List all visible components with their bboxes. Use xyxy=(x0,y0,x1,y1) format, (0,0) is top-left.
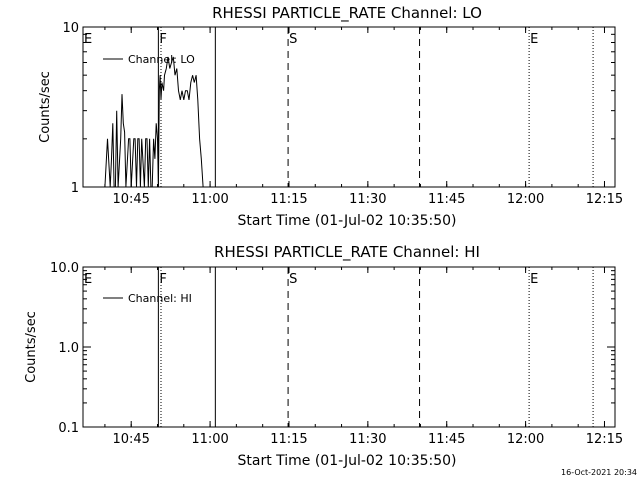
x-axis-ticks xyxy=(104,27,605,187)
y-axis-label: Counts/sec xyxy=(24,311,39,383)
y-tick-label: 10 xyxy=(62,21,79,36)
event-marker-label: F xyxy=(159,272,166,287)
y-tick-label: 10.0 xyxy=(50,261,79,276)
x-axis-ticks xyxy=(104,267,605,427)
series-group xyxy=(102,56,205,188)
y-axis-tick-labels: 1 10 xyxy=(62,21,79,196)
x-tick-label: 11:15 xyxy=(270,432,307,447)
legend-label: Channel: LO xyxy=(128,53,195,66)
x-tick-label: 11:00 xyxy=(191,192,228,207)
event-marker-label: S xyxy=(289,32,297,47)
plot-frame xyxy=(82,26,616,188)
panel-title: RHESSI PARTICLE_RATE Channel: HI xyxy=(214,243,480,262)
panel-lo: RHESSI PARTICLE_RATE Channel: LO E F S E 10… xyxy=(38,4,623,229)
event-marker-label: E xyxy=(84,32,92,47)
x-axis-label: Start Time (01-Jul-02 10:35:50) xyxy=(237,213,456,229)
y-axis-ticks xyxy=(83,266,615,428)
x-axis-label: Start Time (01-Jul-02 10:35:50) xyxy=(237,453,456,469)
event-markers xyxy=(157,27,594,187)
event-marker-label: E xyxy=(530,32,538,47)
x-tick-label: 11:45 xyxy=(428,192,465,207)
x-axis-tick-labels: 10:45 11:00 11:15 11:30 11:45 12:00 12:15 xyxy=(112,192,623,207)
event-marker-label: E xyxy=(84,272,92,287)
x-tick-label: 12:00 xyxy=(507,192,544,207)
event-markers xyxy=(157,267,594,427)
event-marker-label: E xyxy=(530,272,538,287)
x-tick-label: 11:30 xyxy=(349,192,386,207)
y-axis-ticks xyxy=(83,26,615,188)
y-axis-tick-labels: 0.1 1.0 10.0 xyxy=(50,261,79,436)
x-tick-label: 11:15 xyxy=(270,192,307,207)
y-axis-label: Counts/sec xyxy=(38,71,53,143)
panel-hi: RHESSI PARTICLE_RATE Channel: HI E F S E 10… xyxy=(24,243,623,469)
y-tick-label: 1.0 xyxy=(58,341,79,356)
series-line xyxy=(102,56,205,188)
x-axis-tick-labels: 10:45 11:00 11:15 11:30 11:45 12:00 12:15 xyxy=(112,432,623,447)
x-tick-label: 11:45 xyxy=(428,432,465,447)
legend-label: Channel: HI xyxy=(128,292,192,305)
x-tick-label: 10:45 xyxy=(112,432,149,447)
footer-timestamp: 16-Oct-2021 20:34 xyxy=(561,468,637,477)
event-marker-label: F xyxy=(159,32,166,47)
x-tick-label: 10:45 xyxy=(112,192,149,207)
panel-title: RHESSI PARTICLE_RATE Channel: LO xyxy=(212,4,482,23)
x-tick-label: 11:30 xyxy=(349,432,386,447)
event-marker-label: S xyxy=(289,272,297,287)
y-tick-label: 1 xyxy=(71,181,79,196)
x-tick-label: 12:15 xyxy=(586,432,623,447)
plot-frame xyxy=(82,266,616,428)
x-tick-label: 12:00 xyxy=(507,432,544,447)
x-tick-label: 11:00 xyxy=(191,432,228,447)
x-tick-label: 12:15 xyxy=(586,192,623,207)
y-tick-label: 0.1 xyxy=(58,421,79,436)
